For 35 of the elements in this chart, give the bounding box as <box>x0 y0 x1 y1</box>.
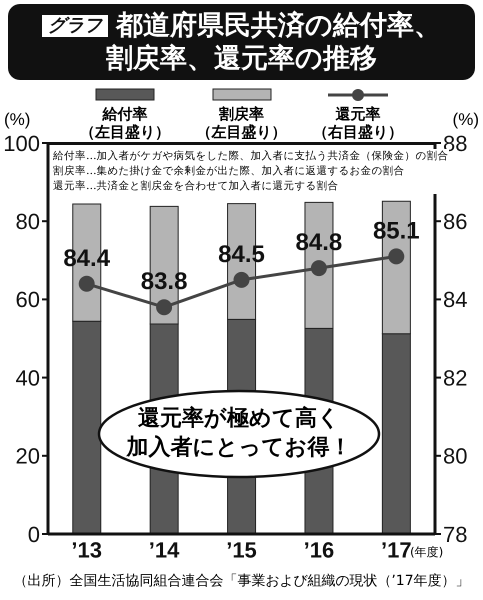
annotation: 加入者にとってお得！ <box>125 434 352 462</box>
x-tick-label: ’17 <box>381 538 412 563</box>
annotation: 還元率が極めて高く <box>137 404 341 433</box>
x-axis-title: (年度) <box>410 545 444 561</box>
y2-tick-label: 78 <box>443 522 468 547</box>
y-tick-label: 40 <box>16 365 40 390</box>
y-tick-label: 0 <box>28 522 40 547</box>
y-tick-label: 20 <box>16 444 40 469</box>
point <box>388 248 404 264</box>
y-tick-label: 80 <box>16 209 40 234</box>
chart-subtitle: グラフ <box>42 15 108 37</box>
y2-tick-label: 86 <box>443 209 468 234</box>
point <box>310 260 327 276</box>
chart-title: 都道府県民共済の給付率、割戻率、還元率の推移 <box>106 10 441 74</box>
x-tick-label: ’15 <box>226 538 257 563</box>
y-tick-label: 100 <box>3 130 40 156</box>
point <box>234 272 250 288</box>
y2-axis-title: (%) <box>452 110 479 130</box>
y2-tick-label: 84 <box>443 287 468 312</box>
y2-tick-label: 80 <box>443 444 468 469</box>
legend-label: 給付率（左目盛り） <box>79 105 171 141</box>
y-tick-label: 60 <box>16 287 40 312</box>
point <box>156 299 172 316</box>
annotation: 給付率…加入者がケガや病気をした際、加入者に支払う共済金（保険金）の割合 <box>53 150 449 164</box>
legend-label: 還元率（右目盛り） <box>312 105 404 141</box>
legend-label: 割戻率（左目盛り） <box>196 105 288 141</box>
x-tick-label: ’14 <box>148 538 180 563</box>
x-tick-label: ’13 <box>71 538 102 563</box>
annotation: 還元率…共済金と割戻金を合わせて加入者に還元する割合 <box>53 179 340 194</box>
y2-tick-label: 82 <box>443 365 468 390</box>
y-axis-title: (%) <box>4 110 30 130</box>
annotation: 割戻率…集めた掛け金で余剰金が出た際、加入者に返還するお金の割合 <box>53 164 406 179</box>
x-tick-label: ’16 <box>304 538 334 563</box>
point <box>78 276 95 292</box>
text: （出所）全国生活協同組合連合会「事業および組織の現状（’17年度）」 <box>12 572 471 590</box>
